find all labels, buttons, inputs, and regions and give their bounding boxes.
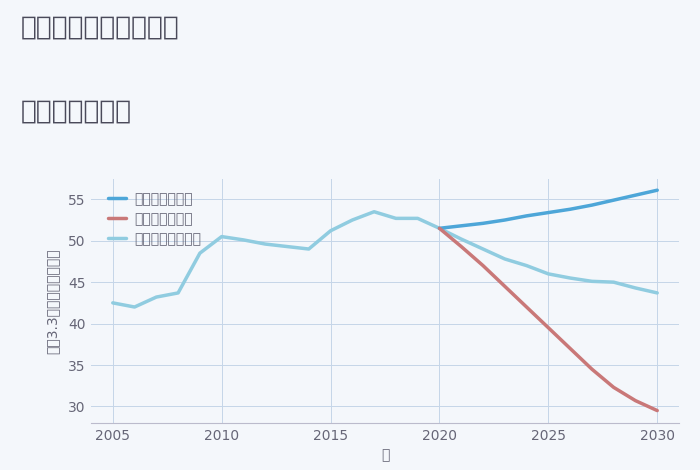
グッドシナリオ [522, 213, 531, 219]
Y-axis label: 坪（3.3㎡）単価（万円）: 坪（3.3㎡）単価（万円） [46, 248, 60, 353]
ノーマルシナリオ [108, 300, 117, 306]
ノーマルシナリオ [348, 217, 356, 223]
ノーマルシナリオ [261, 241, 270, 247]
バッドシナリオ [588, 366, 596, 372]
ノーマルシナリオ [588, 279, 596, 284]
グッドシナリオ [435, 226, 444, 231]
グッドシナリオ [500, 217, 509, 223]
バッドシナリオ [566, 345, 574, 351]
バッドシナリオ [435, 226, 444, 231]
グッドシナリオ [610, 197, 618, 203]
ノーマルシナリオ [283, 244, 291, 250]
グッドシナリオ [566, 206, 574, 212]
Line: グッドシナリオ: グッドシナリオ [440, 190, 657, 228]
ノーマルシナリオ [544, 271, 552, 277]
ノーマルシナリオ [130, 304, 139, 310]
ノーマルシナリオ [653, 290, 662, 296]
Text: 愛知県豊田市広川町の: 愛知県豊田市広川町の [21, 14, 180, 40]
グッドシナリオ [653, 188, 662, 193]
ノーマルシナリオ [435, 226, 444, 231]
ノーマルシナリオ [392, 216, 400, 221]
グッドシナリオ [479, 220, 487, 226]
バッドシナリオ [653, 408, 662, 414]
ノーマルシナリオ [522, 263, 531, 268]
ノーマルシナリオ [500, 256, 509, 262]
グッドシナリオ [631, 192, 640, 198]
ノーマルシナリオ [479, 246, 487, 252]
ノーマルシナリオ [566, 275, 574, 281]
グッドシナリオ [588, 202, 596, 208]
ノーマルシナリオ [457, 236, 466, 242]
ノーマルシナリオ [326, 228, 335, 234]
Text: 土地の価格推移: 土地の価格推移 [21, 99, 132, 125]
ノーマルシナリオ [631, 285, 640, 291]
バッドシナリオ [522, 304, 531, 310]
ノーマルシナリオ [239, 237, 248, 243]
ノーマルシナリオ [610, 279, 618, 285]
Line: ノーマルシナリオ: ノーマルシナリオ [113, 212, 657, 307]
ノーマルシナリオ [196, 251, 204, 256]
グッドシナリオ [544, 210, 552, 215]
バッドシナリオ [500, 283, 509, 289]
Line: バッドシナリオ: バッドシナリオ [440, 228, 657, 411]
ノーマルシナリオ [174, 290, 182, 296]
ノーマルシナリオ [152, 294, 160, 300]
ノーマルシナリオ [414, 216, 422, 221]
X-axis label: 年: 年 [381, 448, 389, 462]
ノーマルシナリオ [218, 234, 226, 239]
バッドシナリオ [544, 325, 552, 330]
バッドシナリオ [457, 244, 466, 250]
バッドシナリオ [631, 398, 640, 403]
Legend: グッドシナリオ, バッドシナリオ, ノーマルシナリオ: グッドシナリオ, バッドシナリオ, ノーマルシナリオ [104, 188, 206, 251]
バッドシナリオ [479, 263, 487, 268]
ノーマルシナリオ [304, 246, 313, 252]
グッドシナリオ [457, 223, 466, 228]
バッドシナリオ [610, 384, 618, 390]
ノーマルシナリオ [370, 209, 378, 215]
